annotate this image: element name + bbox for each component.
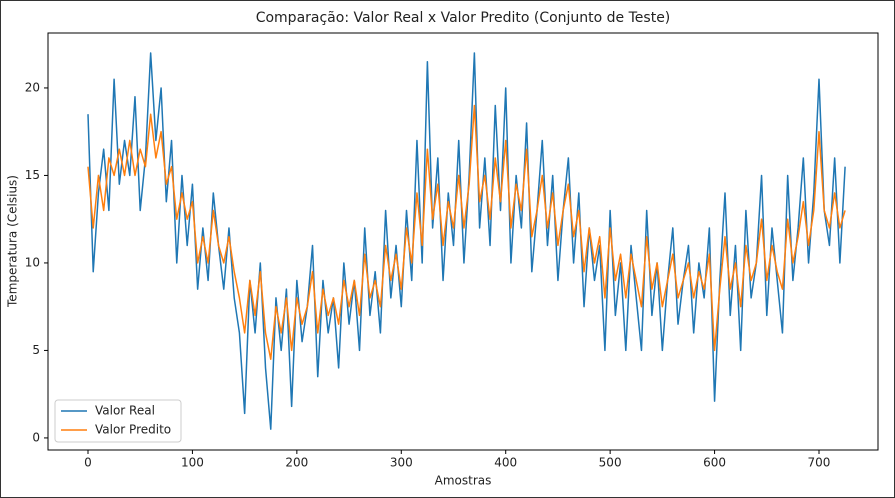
chart-title: Comparação: Valor Real x Valor Predito (… xyxy=(256,10,671,26)
x-tick-label: 300 xyxy=(390,456,413,470)
series-line xyxy=(87,104,846,360)
legend-label: Valor Real xyxy=(95,404,155,418)
x-tick-label: 400 xyxy=(494,456,517,470)
x-tick-label: 200 xyxy=(285,456,308,470)
x-tick-label: 700 xyxy=(808,456,831,470)
y-axis-label: Temperatura (Celsius) xyxy=(6,175,20,308)
x-tick-label: 500 xyxy=(599,456,622,470)
legend-label: Valor Predito xyxy=(95,423,171,437)
y-tick-label: 5 xyxy=(32,343,40,357)
x-tick-label: 100 xyxy=(181,456,204,470)
y-tick-label: 20 xyxy=(25,80,40,94)
y-tick-label: 15 xyxy=(25,168,40,182)
x-tick-label: 0 xyxy=(84,456,92,470)
y-tick-label: 0 xyxy=(32,430,40,444)
x-axis-label: Amostras xyxy=(435,474,492,488)
x-tick-label: 600 xyxy=(703,456,726,470)
y-tick-label: 10 xyxy=(25,255,40,269)
axes-frame xyxy=(47,32,879,451)
